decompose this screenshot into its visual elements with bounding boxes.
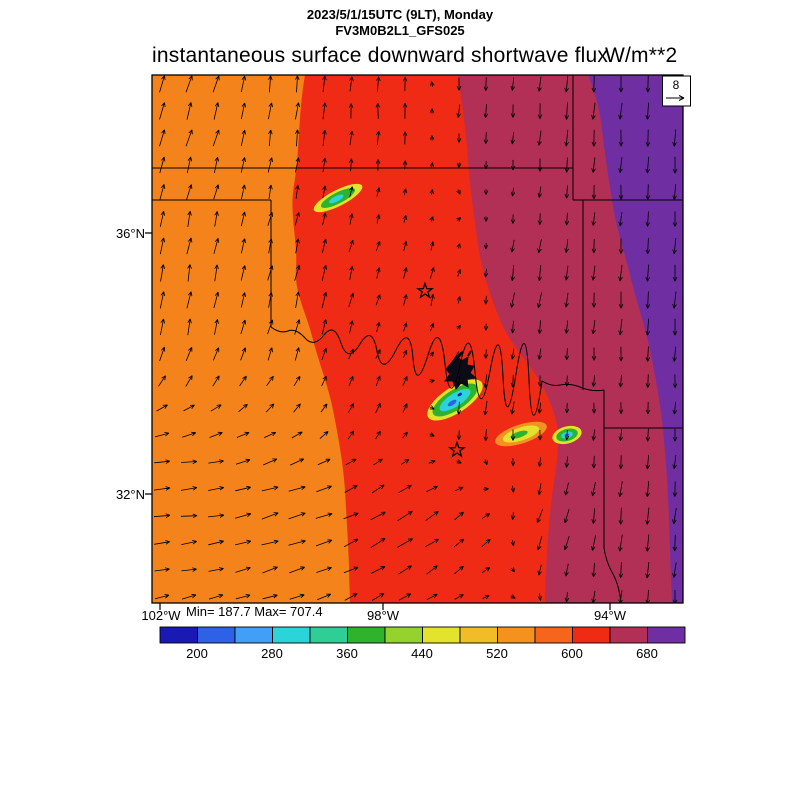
colorbar-segment — [459, 626, 498, 644]
reference-vector-value: 8 — [672, 78, 680, 92]
city-star-marker — [448, 440, 466, 458]
colorbar-tick-label: 360 — [336, 646, 358, 661]
red-river-border — [270, 326, 605, 416]
colorbar-tick-label: 520 — [486, 646, 508, 661]
lat-label-32n: 32°N — [115, 487, 145, 502]
colorbar-tick-label: 280 — [261, 646, 283, 661]
colorbar-segment — [197, 626, 236, 644]
colorbar-segment — [234, 626, 273, 644]
axis-ticks — [145, 232, 611, 610]
colorbar-segment — [309, 626, 348, 644]
units-label: W/m**2 — [605, 44, 678, 67]
lon-label-98w: 98°W — [367, 608, 399, 623]
colorbar-segment — [497, 626, 536, 644]
city-star-marker — [416, 281, 434, 299]
colorbar-segment — [159, 626, 198, 644]
colorbar — [159, 626, 686, 644]
colorbar-segment — [647, 626, 686, 644]
cloud-patch-red-river-large — [427, 379, 483, 421]
state-borders — [152, 75, 683, 603]
city-marker-layer — [416, 281, 466, 458]
flux-shading-layer — [152, 75, 683, 603]
plot-title: instantaneous surface downward shortwave… — [152, 44, 609, 67]
valid-time-line: 2023/5/1/15UTC (9LT), Monday — [306, 7, 494, 22]
lon-label-94w: 94°W — [594, 608, 626, 623]
reference-vector-box — [662, 75, 691, 107]
reference-arrow-icon — [666, 95, 685, 101]
colorbar-tick-label: 680 — [636, 646, 658, 661]
flux-purple-region — [588, 75, 683, 603]
colorbar-segment — [347, 626, 386, 644]
model-run-line: FV3M0B2L1_GFS025 — [335, 23, 465, 38]
colorbar-tick-label: 200 — [186, 646, 208, 661]
colorbar-segment — [572, 626, 611, 644]
min-max-stats: Min= 187.7 Max= 707.4 — [186, 604, 323, 619]
wind-vectors — [153, 75, 678, 603]
map-frame — [151, 74, 684, 604]
cloud-patch-nw-oklahoma — [313, 183, 363, 213]
wind-vector-layer — [153, 75, 678, 603]
colorbar-segment — [384, 626, 423, 644]
lon-label-102w: 102°W — [141, 608, 181, 623]
colorbar-segment — [609, 626, 648, 644]
colorbar-segment — [272, 626, 311, 644]
lat-label-36n: 36°N — [115, 226, 145, 241]
colorbar-segment — [422, 626, 461, 644]
colorbar-tick-label: 600 — [561, 646, 583, 661]
colorbar-segment — [534, 626, 573, 644]
colorbar-tick-label: 440 — [411, 646, 433, 661]
